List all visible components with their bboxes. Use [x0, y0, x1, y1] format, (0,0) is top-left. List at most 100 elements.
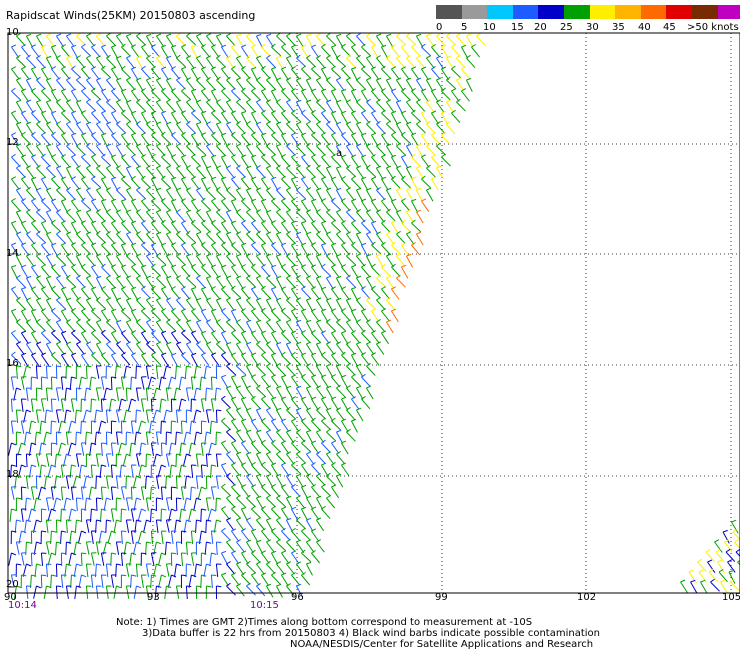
wind-barb — [236, 319, 245, 333]
wind-barb — [385, 275, 395, 289]
wind-barb — [221, 241, 231, 255]
wind-barb — [300, 484, 308, 499]
wind-barb — [286, 99, 295, 113]
wind-barb — [106, 32, 116, 46]
wind-barb — [396, 230, 406, 244]
wind-barb — [100, 176, 109, 191]
wind-barb — [281, 351, 291, 365]
wind-barb — [286, 583, 295, 597]
wind-barb — [411, 109, 422, 123]
wind-barb — [275, 407, 284, 422]
wind-barb — [15, 341, 25, 355]
wind-barb — [115, 253, 124, 268]
wind-barb — [220, 550, 228, 565]
wind-barb — [155, 99, 165, 113]
wind-barb — [115, 55, 124, 70]
wind-barb — [291, 66, 300, 80]
wind-barb — [103, 387, 112, 401]
wind-barb — [391, 241, 401, 255]
wind-barb — [431, 65, 441, 80]
wind-barb — [376, 142, 386, 156]
wind-barb — [135, 253, 145, 267]
wind-barb — [365, 231, 375, 246]
wind-barb — [60, 398, 67, 412]
wind-barb — [166, 165, 175, 179]
wind-barb — [266, 494, 276, 508]
wind-barb — [41, 329, 51, 343]
wind-barb — [200, 66, 210, 80]
wind-barb — [256, 230, 266, 244]
wind-barb — [275, 55, 284, 70]
wind-barb — [286, 274, 296, 288]
wind-barb — [40, 66, 49, 81]
wind-barb — [381, 219, 391, 233]
wind-barb — [221, 417, 232, 431]
wind-barb — [196, 274, 206, 289]
wind-barb — [300, 308, 309, 323]
wind-barb — [426, 142, 436, 156]
wind-barb — [110, 110, 119, 125]
wind-barb — [56, 296, 66, 310]
wind-barb — [15, 254, 23, 268]
wind-barb — [305, 77, 313, 92]
wind-barb — [285, 385, 294, 400]
wind-barb — [190, 132, 200, 147]
wind-barb — [136, 98, 146, 112]
wind-barb — [60, 286, 69, 301]
wind-barb — [710, 578, 720, 592]
wind-barb — [165, 275, 173, 290]
wind-barb — [426, 164, 436, 178]
wind-barb — [276, 450, 286, 464]
wind-barb — [61, 109, 71, 123]
wind-barb — [371, 330, 380, 344]
wind-barb — [376, 55, 386, 69]
wind-barb — [85, 231, 95, 246]
wind-barb — [331, 264, 340, 278]
wind-barb — [20, 486, 27, 501]
wind-barb — [376, 296, 386, 310]
wind-barb — [265, 451, 275, 465]
wind-barb — [335, 364, 343, 378]
wind-barb — [341, 197, 351, 212]
wind-barb — [40, 398, 47, 412]
wind-barb — [96, 164, 106, 178]
wind-barb — [150, 398, 157, 413]
wind-barb — [301, 264, 310, 278]
wind-barb — [115, 209, 125, 223]
wind-barb — [406, 32, 417, 46]
wind-barb — [226, 451, 236, 465]
wind-barb — [132, 475, 142, 489]
wind-barb — [21, 131, 31, 145]
wind-barb — [11, 66, 20, 80]
wind-barb — [200, 110, 208, 125]
wind-barb — [100, 508, 107, 523]
wind-barb — [181, 44, 190, 58]
wind-barb — [306, 275, 315, 289]
wind-barb — [10, 110, 20, 124]
wind-barb — [411, 87, 421, 102]
wind-barb — [265, 407, 275, 421]
wind-barb — [85, 209, 95, 224]
wind-barb — [311, 329, 321, 343]
wind-barb — [210, 88, 219, 103]
wind-barb — [210, 376, 217, 391]
wind-barb — [455, 77, 465, 91]
wind-barb — [178, 464, 187, 478]
wind-barb — [261, 65, 271, 80]
wind-barb — [70, 198, 80, 212]
wind-barb — [240, 375, 248, 389]
wind-barb — [355, 143, 364, 158]
wind-barb — [300, 198, 310, 212]
wind-barb — [366, 209, 375, 223]
wind-barb — [411, 153, 421, 167]
wind-barb — [50, 574, 57, 589]
wind-barb — [66, 186, 76, 200]
wind-barb — [235, 561, 245, 576]
wind-barb — [22, 563, 32, 577]
wind-barb — [335, 297, 344, 312]
wind-barb — [20, 287, 28, 301]
wind-barb — [296, 165, 306, 179]
wind-barb — [75, 254, 83, 268]
wind-barb — [220, 220, 230, 234]
wind-barb — [36, 164, 46, 178]
